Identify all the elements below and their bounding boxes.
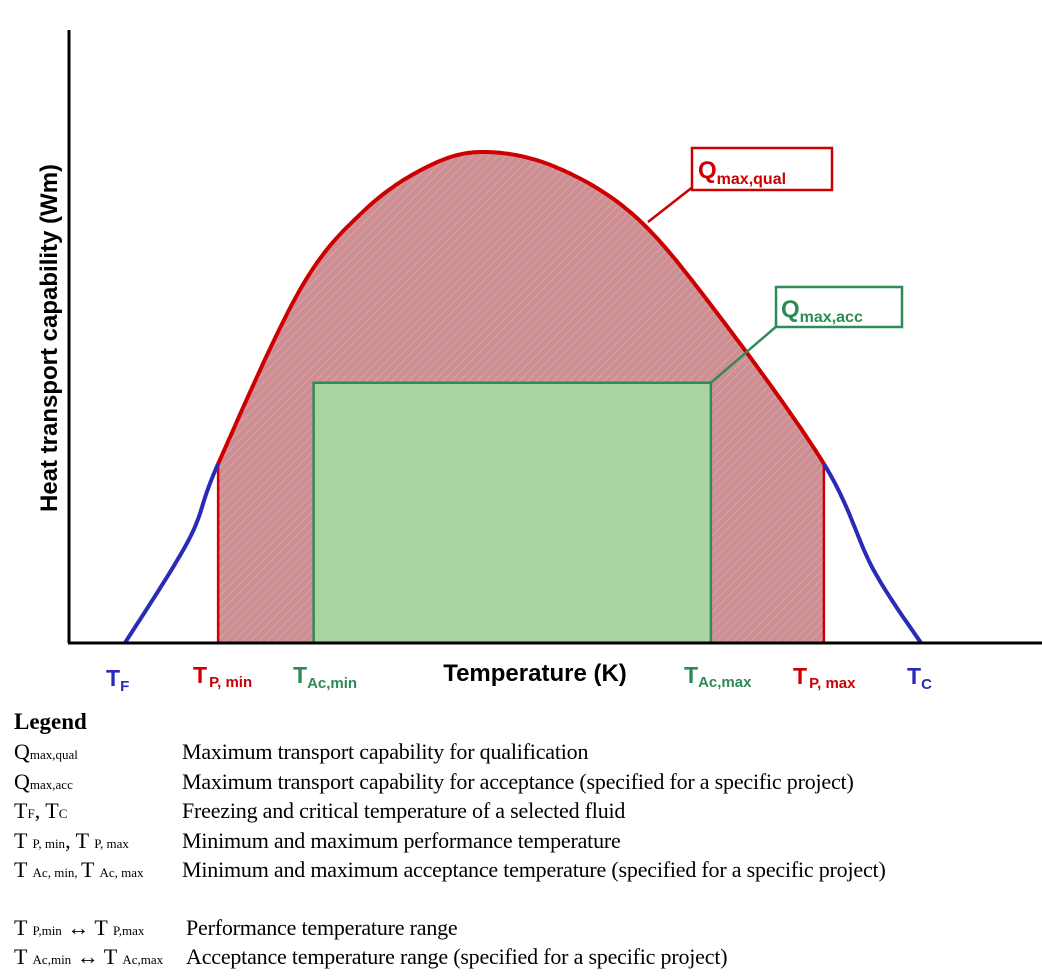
legend-symbol-part: Ac,min: [32, 952, 72, 967]
legend-symbol-part: P, min: [32, 835, 66, 851]
legend-row: T P, min, T P, max Minimum and maximum pe…: [14, 826, 1039, 856]
legend-symbol: T P, min, T P, max: [14, 826, 182, 859]
legend-symbol-part: T: [80, 857, 100, 882]
tf-label: TF: [106, 665, 129, 695]
legend-symbol-part: P,min: [32, 922, 62, 938]
legend-symbol: Qmax,qual: [14, 737, 182, 770]
legend-description: Acceptance temperature range (specified …: [186, 944, 728, 969]
qmax-qual-leader: [647, 185, 695, 223]
tp-min-label: T P, min: [193, 662, 252, 691]
legend-symbol-part: P,max: [112, 922, 145, 938]
tp-max-label: T P, max: [793, 663, 856, 692]
legend-rows: Qmax,qual Maximum transport capability fo…: [14, 737, 1039, 885]
legend-symbol-part: Q: [14, 739, 30, 764]
legend-symbol-part: Ac, max: [99, 865, 144, 880]
qmax-acc-label: Qmax,acc: [781, 296, 863, 326]
legend-symbol-part: Q: [14, 768, 30, 794]
legend-symbol-part: P, max: [94, 835, 129, 851]
legend-symbol-part: max,qual: [29, 747, 78, 762]
legend-range-row: T P,min ↔ T P,max Performance temperature…: [14, 913, 1039, 943]
heat-transport-diagram: Qmax,qual Qmax,acc Heat transport capabi…: [36, 30, 1042, 695]
legend-symbol-part: ↔ T: [71, 944, 123, 969]
legend-row: Qmax,acc Maximum transport capability for…: [14, 767, 1039, 797]
legend-symbol: Qmax,acc: [14, 767, 182, 800]
legend-symbol-part: , T: [65, 827, 95, 853]
legend-description: Freezing and critical temperature of a s…: [182, 798, 626, 823]
legend-symbol-part: T: [14, 944, 33, 969]
legend-symbol-part: Ac,max: [122, 952, 164, 967]
qmax-qual-callout: [690, 146, 834, 192]
acceptance-area: [312, 381, 713, 645]
legend-symbol-part: F: [27, 806, 35, 821]
qmax-qual-curve: [216, 150, 826, 465]
y-axis-title: Heat transport capability (Wm): [36, 164, 63, 512]
tc-label: TC: [907, 663, 932, 693]
qmax-acc-leader: [710, 324, 779, 384]
legend-symbol-part: C: [58, 806, 68, 821]
fluid-curve-left: [123, 463, 220, 645]
legend-row: Qmax,qual Maximum transport capability fo…: [14, 737, 1039, 767]
legend-symbol-part: T: [14, 857, 33, 882]
legend-symbol-part: , T: [34, 798, 59, 823]
legend-row: T Ac, min, T Ac, max Minimum and maximum …: [14, 855, 1039, 885]
legend-symbol: T Ac,min ↔ T Ac,max: [14, 942, 186, 975]
legend-symbol-part: ↔ T: [61, 914, 113, 940]
legend: Legend Qmax,qual Maximum transport capabi…: [14, 707, 1039, 972]
legend-description: Maximum transport capability for accepta…: [182, 768, 854, 794]
qmax-qual-label: Qmax,qual: [698, 157, 786, 188]
legend-description: Minimum and maximum acceptance temperatu…: [182, 857, 886, 882]
legend-range-row: T Ac,min ↔ T Ac,max Acceptance temperatur…: [14, 942, 1039, 972]
x-axis-title: Temperature (K): [443, 660, 627, 687]
legend-symbol-part: Ac, min,: [32, 865, 81, 880]
legend-description: Maximum transport capability for qualifi…: [182, 739, 589, 764]
legend-symbol-part: max,acc: [29, 776, 73, 792]
tac-max-label: TAc,max: [684, 662, 752, 691]
legend-symbol: TF, TC: [14, 796, 182, 829]
legend-symbol: T P,min ↔ T P,max: [14, 913, 186, 946]
legend-row: TF, TC Freezing and critical temperature …: [14, 796, 1039, 826]
tac-min-label: TAc,min: [293, 662, 357, 692]
legend-description: Performance temperature range: [186, 914, 458, 940]
fluid-curve-right: [822, 462, 923, 645]
legend-symbol: T Ac, min, T Ac, max: [14, 855, 182, 888]
legend-symbol-part: T: [14, 914, 33, 940]
legend-symbol-part: T: [14, 798, 28, 823]
qmax-acc-callout: [774, 285, 904, 329]
legend-description: Minimum and maximum performance temperat…: [182, 827, 621, 853]
legend-symbol-part: T: [14, 827, 33, 853]
legend-ranges: T P,min ↔ T P,max Performance temperature…: [14, 913, 1039, 972]
legend-title: Legend: [14, 709, 87, 734]
